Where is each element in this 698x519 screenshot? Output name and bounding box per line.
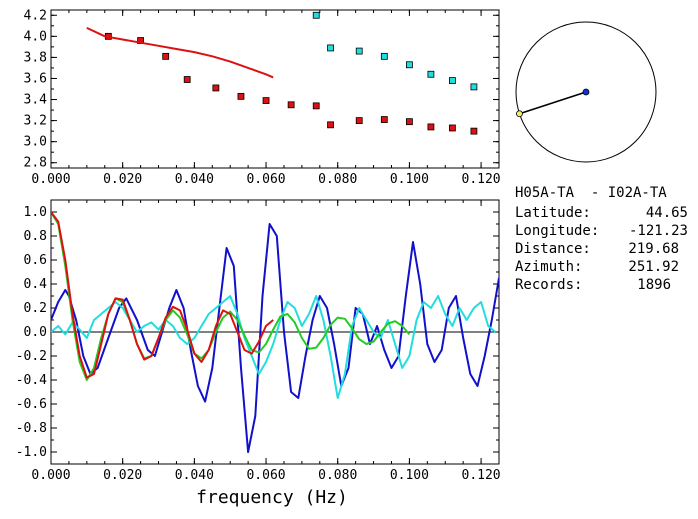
y-tick-label: 1.0 bbox=[24, 205, 47, 220]
y-tick-label: -0.2 bbox=[16, 349, 47, 364]
y-tick-label: -0.4 bbox=[16, 373, 47, 388]
longitude-value: -121.23 bbox=[628, 223, 688, 239]
series-line-cyan bbox=[51, 295, 497, 399]
data-point-cyan bbox=[327, 44, 334, 52]
x-tick-label: 0.020 bbox=[103, 172, 142, 187]
data-point-red bbox=[262, 97, 270, 104]
y-tick-label: 3.2 bbox=[24, 114, 47, 129]
records-value: 1896 bbox=[637, 277, 671, 293]
x-tick-label: 0.080 bbox=[318, 468, 357, 483]
data-point-red bbox=[405, 118, 413, 126]
dial-circle bbox=[515, 21, 657, 163]
series-line-blue bbox=[51, 223, 499, 453]
x-tick-label: 0.120 bbox=[462, 468, 501, 483]
plot-area bbox=[86, 11, 478, 135]
data-point-cyan bbox=[405, 61, 413, 69]
data-point-red bbox=[312, 102, 320, 110]
azimuth-row: Azimuth: 251.92 bbox=[515, 259, 679, 275]
y-tick-label: 3.4 bbox=[24, 93, 48, 108]
station-b-marker bbox=[516, 110, 523, 118]
y-tick-label: 0.6 bbox=[24, 253, 47, 268]
data-point-red bbox=[183, 76, 191, 83]
y-tick-label: 4.2 bbox=[24, 8, 47, 23]
x-tick-label: 0.060 bbox=[246, 468, 285, 483]
x-tick-label: 0.060 bbox=[246, 172, 285, 187]
longitude-row: Longitude: -121.23 bbox=[515, 223, 688, 239]
azimuth-label: Azimuth: bbox=[515, 259, 583, 275]
azimuth-line bbox=[519, 91, 587, 115]
y-tick-label: 4.0 bbox=[24, 29, 47, 44]
data-point-cyan bbox=[470, 83, 478, 91]
x-tick-label: 0.040 bbox=[175, 172, 214, 187]
latitude-value: 44.65 bbox=[645, 205, 688, 221]
x-tick-label: 0.040 bbox=[175, 468, 214, 483]
data-point-cyan bbox=[427, 70, 435, 78]
y-tick-label: 0.8 bbox=[24, 229, 47, 244]
x-tick-label: 0.000 bbox=[31, 172, 70, 187]
y-tick-label: 0.0 bbox=[24, 325, 47, 340]
y-tick-label: 0.2 bbox=[24, 301, 47, 316]
latitude-row: Latitude: 44.65 bbox=[515, 205, 688, 221]
x-tick-label: 0.080 bbox=[318, 172, 357, 187]
y-tick-label: 0.4 bbox=[24, 277, 48, 292]
data-point-cyan bbox=[380, 52, 388, 60]
series-line-red bbox=[86, 26, 274, 79]
plot-area bbox=[51, 211, 499, 453]
data-point-red bbox=[380, 116, 388, 123]
azimuth-value: 251.92 bbox=[628, 259, 679, 275]
distance-value: 219.68 bbox=[628, 241, 679, 257]
x-axis-label: frequency (Hz) bbox=[196, 487, 348, 508]
data-point-red bbox=[449, 124, 456, 132]
distance-row: Distance: 219.68 bbox=[515, 241, 679, 257]
x-tick-label: 0.100 bbox=[390, 468, 429, 483]
y-tick-label: -0.8 bbox=[16, 421, 47, 436]
x-tick-label: 0.000 bbox=[31, 468, 70, 483]
data-point-red bbox=[470, 127, 478, 135]
x-tick-label: 0.100 bbox=[390, 172, 429, 187]
data-point-red bbox=[237, 92, 245, 100]
y-tick-label: 3.6 bbox=[24, 71, 47, 86]
data-point-red bbox=[287, 101, 295, 109]
plot-frame bbox=[50, 9, 500, 169]
coherency-plot: 0.000 0.020 0.040 0.060 0.080 0.100 0.120 1.0 0.… bbox=[16, 199, 501, 483]
data-point-red bbox=[212, 84, 220, 92]
data-point-red bbox=[162, 52, 170, 60]
station-a-marker bbox=[582, 88, 590, 96]
y-tick-label: 3.0 bbox=[24, 135, 47, 150]
y-tick-label: -0.6 bbox=[16, 397, 47, 412]
dispersion-plot: 0.000 0.020 0.040 0.060 0.080 0.100 0.120 2.8 3.… bbox=[24, 8, 501, 187]
y-tick-label: 2.8 bbox=[24, 156, 47, 171]
records-label: Records: bbox=[515, 277, 583, 293]
data-point-cyan bbox=[355, 47, 363, 55]
data-point-cyan bbox=[312, 11, 320, 19]
longitude-label: Longitude: bbox=[515, 223, 600, 239]
y-tick-label: 3.8 bbox=[24, 50, 47, 65]
latitude-label: Latitude: bbox=[515, 205, 591, 221]
y-tick-label: -1.0 bbox=[16, 445, 47, 460]
series-line-red bbox=[51, 211, 274, 379]
records-row: Records: 1896 bbox=[515, 277, 671, 293]
data-point-red bbox=[327, 121, 334, 129]
data-point-cyan bbox=[449, 77, 456, 84]
x-tick-label: 0.120 bbox=[462, 172, 501, 187]
azimuth-dial bbox=[515, 21, 657, 163]
data-point-red bbox=[355, 117, 363, 124]
distance-label: Distance: bbox=[515, 241, 591, 257]
station-pair-label: H05A-TA - I02A-TA bbox=[515, 185, 667, 201]
data-point-red bbox=[427, 123, 435, 131]
x-tick-label: 0.020 bbox=[103, 468, 142, 483]
